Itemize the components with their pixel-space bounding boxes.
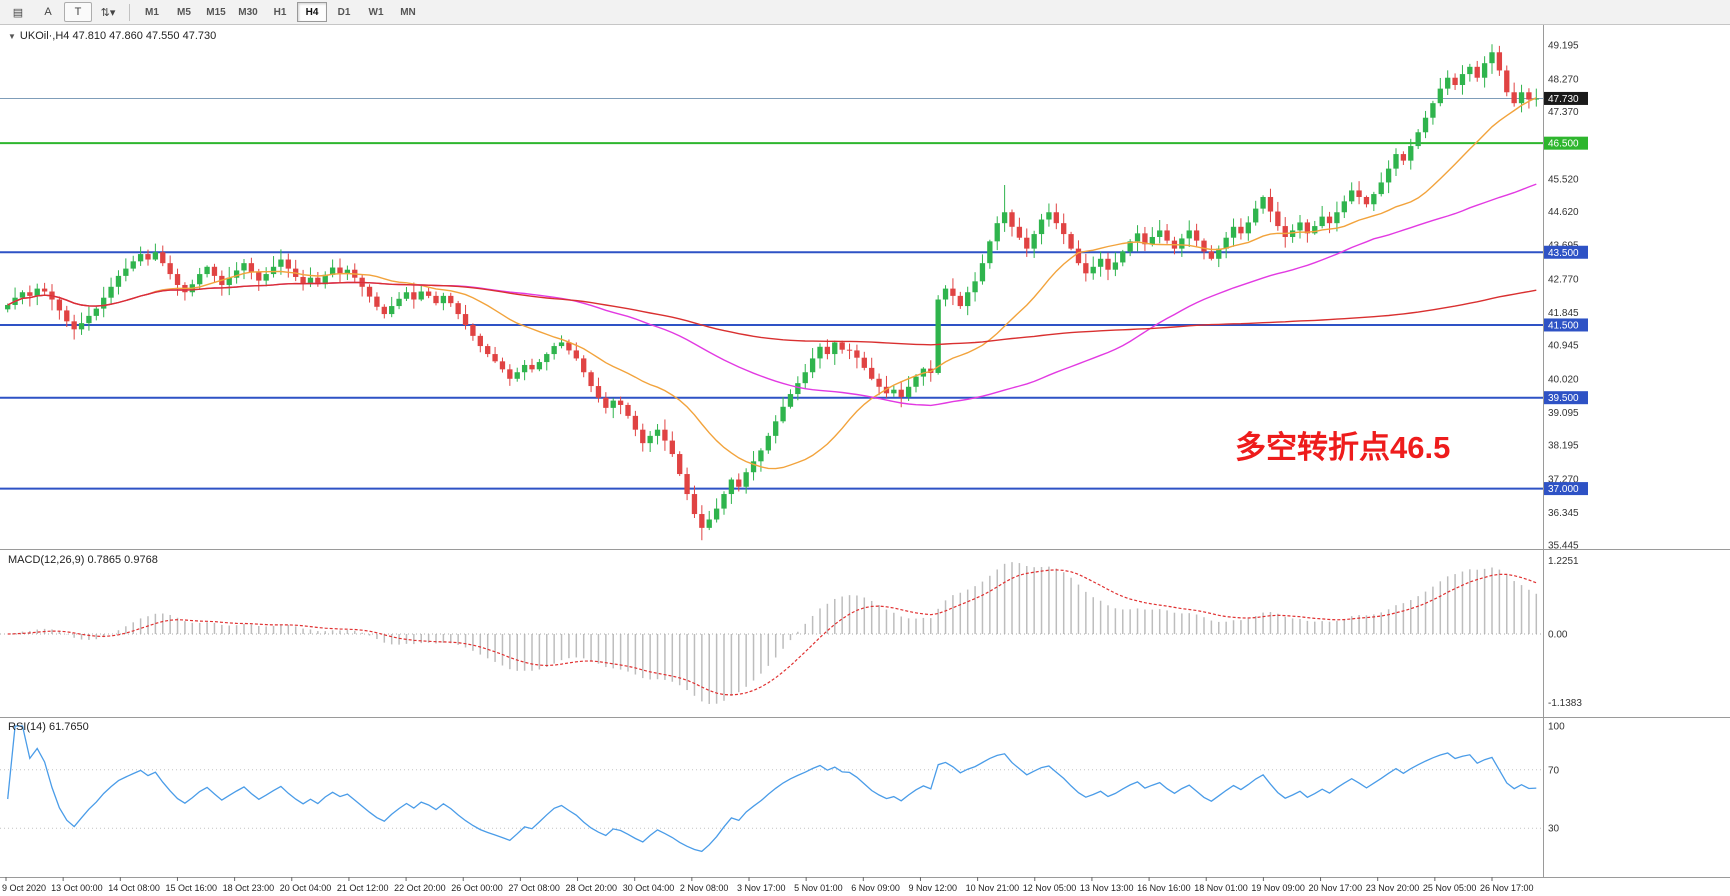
- chart-mode-icon[interactable]: ▤: [12, 6, 24, 19]
- toolbar: ▤ A T ⇅▾ M1 M5 M15 M30 H1 H4 D1 W1 MN: [0, 0, 1730, 25]
- svg-text:6 Nov 09:00: 6 Nov 09:00: [851, 883, 900, 893]
- timeframe-button-W1[interactable]: W1: [368, 6, 384, 18]
- svg-text:9 Nov 12:00: 9 Nov 12:00: [908, 883, 957, 893]
- svg-text:43.500: 43.500: [1548, 248, 1579, 259]
- svg-text:15 Oct 16:00: 15 Oct 16:00: [165, 883, 217, 893]
- cursor-tool-icon[interactable]: A: [44, 6, 52, 18]
- svg-text:28 Oct 20:00: 28 Oct 20:00: [566, 883, 618, 893]
- timeframe-button-M15[interactable]: M15: [206, 6, 226, 18]
- svg-text:10 Nov 21:00: 10 Nov 21:00: [966, 883, 1020, 893]
- svg-text:100: 100: [1548, 722, 1565, 733]
- svg-text:20 Oct 04:00: 20 Oct 04:00: [280, 883, 332, 893]
- svg-text:49.195: 49.195: [1548, 41, 1579, 52]
- svg-text:42.770: 42.770: [1548, 274, 1579, 285]
- rsi-line: [7, 725, 1537, 853]
- svg-text:37.000: 37.000: [1548, 484, 1579, 495]
- price-axis: 49.19548.27047.37045.52044.62043.69542.7…: [1548, 41, 1579, 552]
- svg-text:22 Oct 20:00: 22 Oct 20:00: [394, 883, 446, 893]
- indicator-dropdown-icon[interactable]: ⇅▾: [100, 6, 116, 19]
- svg-text:13 Nov 13:00: 13 Nov 13:00: [1080, 883, 1134, 893]
- svg-text:14 Oct 08:00: 14 Oct 08:00: [108, 883, 160, 893]
- svg-text:38.195: 38.195: [1548, 441, 1579, 452]
- svg-text:19 Nov 09:00: 19 Nov 09:00: [1251, 883, 1305, 893]
- svg-text:2 Nov 08:00: 2 Nov 08:00: [680, 883, 729, 893]
- svg-text:46.500: 46.500: [1548, 139, 1579, 150]
- svg-text:20 Nov 17:00: 20 Nov 17:00: [1309, 883, 1363, 893]
- toolbar-separator: [129, 3, 130, 21]
- svg-text:70: 70: [1548, 765, 1560, 776]
- timeframe-button-D1[interactable]: D1: [337, 6, 351, 18]
- macd-label: MACD(12,26,9) 0.7865 0.9768: [8, 554, 158, 566]
- macd-histogram: [14, 562, 1538, 704]
- svg-text:39.500: 39.500: [1548, 393, 1579, 404]
- time-axis: 9 Oct 2020 13 Oct 00:00 14 Oct 08:00 15 Oct…: [2, 877, 1534, 893]
- timeframe-button-M30[interactable]: M30: [238, 6, 258, 18]
- timeframe-button-H4[interactable]: H4: [297, 2, 327, 22]
- price-tags: 47.730 46.500 43.500 41.500 39.500 37.000: [1544, 91, 1588, 496]
- svg-text:30 Oct 04:00: 30 Oct 04:00: [623, 883, 675, 893]
- svg-text:35.445: 35.445: [1548, 541, 1579, 552]
- svg-text:41.500: 41.500: [1548, 320, 1579, 331]
- rsi-label: RSI(14) 61.7650: [8, 721, 89, 733]
- macd-signal-line: [7, 569, 1537, 696]
- svg-text:1.2251: 1.2251: [1548, 556, 1579, 567]
- annotation-text[interactable]: 多空转折点46.5: [1235, 430, 1451, 465]
- text-tool-icon[interactable]: T: [64, 2, 92, 22]
- svg-text:36.345: 36.345: [1548, 508, 1579, 519]
- svg-text:41.845: 41.845: [1548, 308, 1579, 319]
- svg-text:47.370: 47.370: [1548, 107, 1579, 118]
- svg-text:3 Nov 17:00: 3 Nov 17:00: [737, 883, 786, 893]
- svg-text:40.020: 40.020: [1548, 374, 1579, 385]
- timeframe-button-M5[interactable]: M5: [177, 6, 191, 18]
- timeframe-button-H1[interactable]: H1: [273, 6, 287, 18]
- svg-text:12 Nov 05:00: 12 Nov 05:00: [1023, 883, 1077, 893]
- svg-text:39.095: 39.095: [1548, 408, 1579, 419]
- svg-text:25 Nov 05:00: 25 Nov 05:00: [1423, 883, 1477, 893]
- svg-text:18 Nov 01:00: 18 Nov 01:00: [1194, 883, 1248, 893]
- horizontal-levels[interactable]: [0, 97, 1543, 490]
- svg-text:30: 30: [1548, 824, 1560, 835]
- svg-text:40.945: 40.945: [1548, 341, 1579, 352]
- chart-title-text: UKOil·,H4 47.810 47.860 47.550 47.730: [19, 30, 217, 42]
- svg-text:26 Oct 00:00: 26 Oct 00:00: [451, 883, 503, 893]
- svg-text:-1.1383: -1.1383: [1548, 698, 1582, 709]
- svg-text:45.520: 45.520: [1548, 174, 1579, 185]
- tool-buttons: ▤ A T ⇅▾: [4, 2, 122, 22]
- svg-text:26 Nov 17:00: 26 Nov 17:00: [1480, 883, 1534, 893]
- rsi-axis: 100 70 30: [1548, 722, 1565, 835]
- svg-text:44.620: 44.620: [1548, 207, 1579, 218]
- symbol-dropdown-icon[interactable]: ▼: [8, 31, 16, 41]
- svg-text:0.00: 0.00: [1548, 630, 1568, 641]
- svg-text:21 Oct 12:00: 21 Oct 12:00: [337, 883, 389, 893]
- svg-text:48.270: 48.270: [1548, 74, 1579, 85]
- svg-text:13 Oct 00:00: 13 Oct 00:00: [51, 883, 103, 893]
- svg-text:9 Oct 2020: 9 Oct 2020: [2, 883, 46, 893]
- macd-axis: 1.2251 0.00 -1.1383: [1548, 556, 1582, 709]
- rsi-levels: [0, 769, 1543, 829]
- svg-text:47.730: 47.730: [1548, 94, 1579, 105]
- svg-text:16 Nov 16:00: 16 Nov 16:00: [1137, 883, 1191, 893]
- svg-text:23 Nov 20:00: 23 Nov 20:00: [1366, 883, 1420, 893]
- chart-title: ▼ UKOil·,H4 47.810 47.860 47.550 47.730: [8, 30, 216, 42]
- svg-text:18 Oct 23:00: 18 Oct 23:00: [223, 883, 275, 893]
- panel-borders: [0, 25, 1730, 878]
- svg-text:5 Nov 01:00: 5 Nov 01:00: [794, 883, 843, 893]
- timeframe-buttons: M1 M5 M15 M30 H1 H4 D1 W1 MN: [137, 2, 423, 22]
- svg-text:27 Oct 08:00: 27 Oct 08:00: [508, 883, 560, 893]
- timeframe-button-M1[interactable]: M1: [145, 6, 159, 18]
- timeframe-button-MN[interactable]: MN: [400, 6, 416, 18]
- svg-text:37.270: 37.270: [1548, 474, 1579, 485]
- moving-averages: [7, 97, 1537, 470]
